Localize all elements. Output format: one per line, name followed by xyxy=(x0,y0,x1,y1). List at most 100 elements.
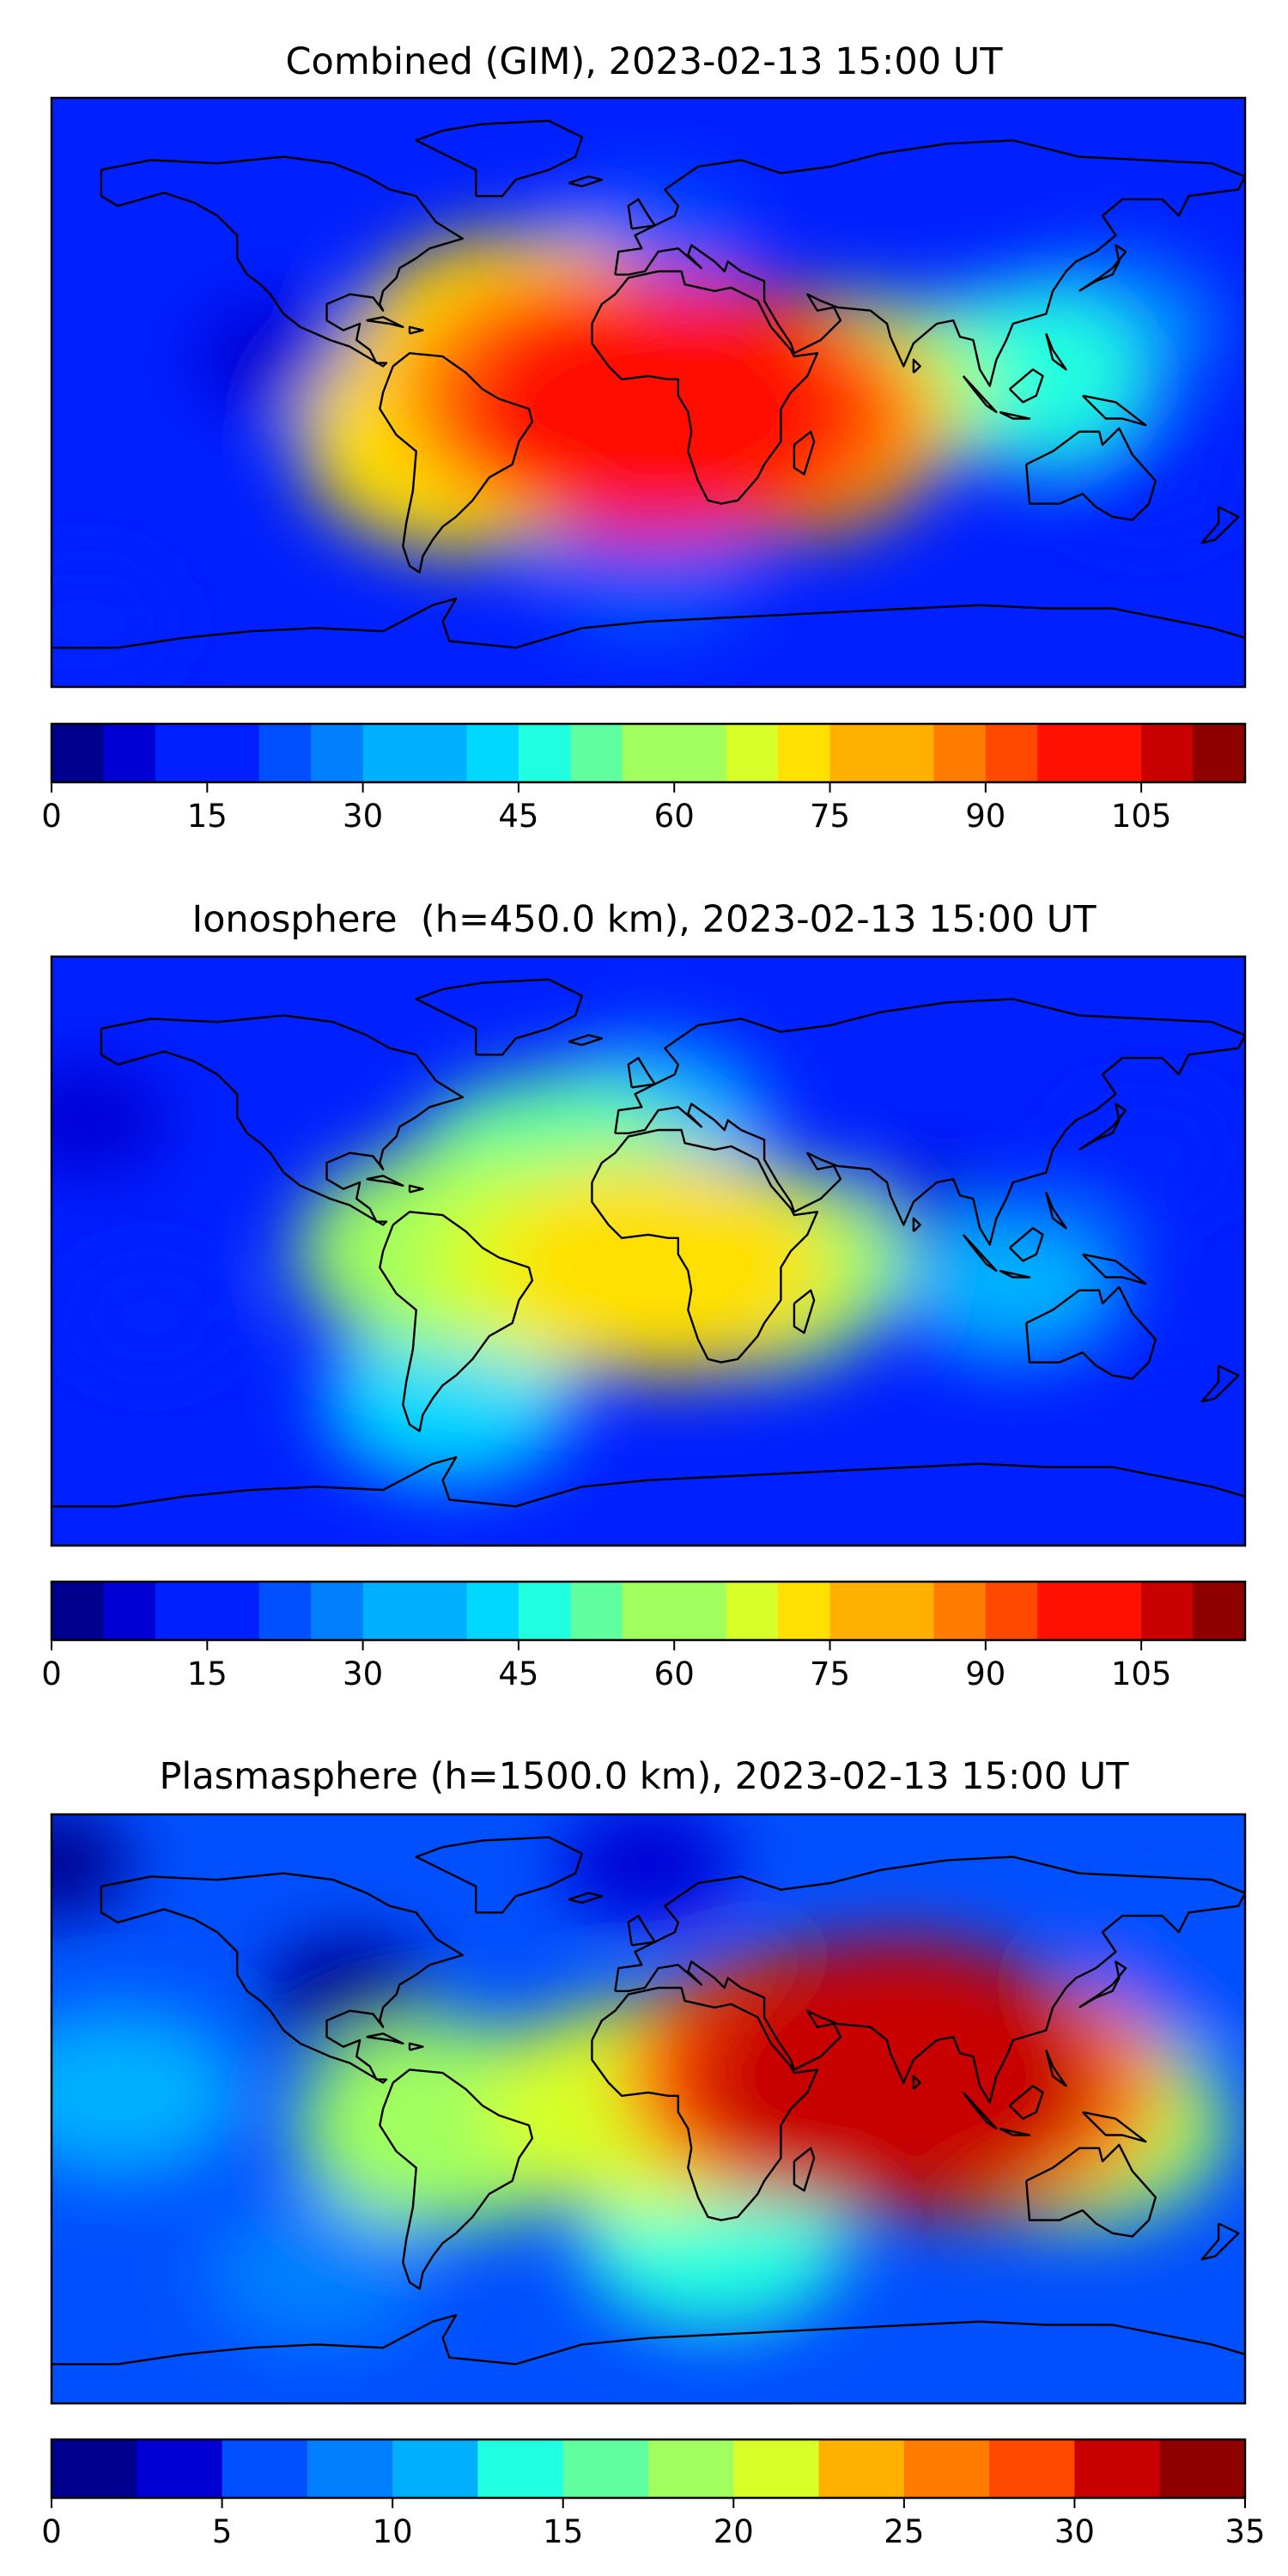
colorbar-tick-label: 75 xyxy=(810,798,850,835)
coastline-southAmerica xyxy=(379,352,534,574)
colorbar-tick-label: 15 xyxy=(543,2513,583,2550)
colorbar-tick-label: 5 xyxy=(212,2513,233,2550)
colorbar-frame xyxy=(50,2438,1247,2500)
field-blob xyxy=(453,279,843,538)
field-blob xyxy=(52,1063,170,1177)
colorbar-bin xyxy=(985,724,1038,782)
field-blob xyxy=(52,558,179,685)
coastline-africa xyxy=(591,270,819,505)
coastline-southAmerica xyxy=(379,1211,534,1432)
colorbar-bin xyxy=(518,1582,571,1640)
colorbar-combined: 0 15 30 45 60 75 90 105 xyxy=(41,722,1247,835)
colorbar-frame xyxy=(50,1580,1247,1642)
colorbar-bin xyxy=(570,1582,623,1640)
colorbar-bin xyxy=(829,724,883,782)
colorbar-bin xyxy=(881,724,934,782)
field-blob xyxy=(52,1814,133,1918)
coastline-japan xyxy=(1078,1103,1127,1151)
coastline-northAmerica xyxy=(100,1014,464,1226)
map-frame-plasmasphere xyxy=(50,1813,1247,2405)
colorbar-tick-label: 90 xyxy=(965,1656,1005,1692)
colorbar-bin xyxy=(903,2439,990,2498)
coastline-northAmerica xyxy=(100,1872,464,2084)
coastlines-ionosphere xyxy=(52,978,1245,1508)
coastline-eurasia xyxy=(614,998,1245,1246)
colorbar-bin xyxy=(726,1582,779,1640)
colorbar-tick-label: 30 xyxy=(343,798,383,835)
colorbar-tick-label: 0 xyxy=(41,1656,62,1692)
coastline-madagascar xyxy=(793,1289,816,1334)
colorbar-bin xyxy=(477,2439,564,2498)
colorbar-bin xyxy=(258,1582,312,1640)
coastline-philippines xyxy=(1045,1191,1067,1230)
colorbar-bin xyxy=(362,724,416,782)
coastline-australia xyxy=(1025,2143,1157,2238)
colorbar-bin xyxy=(155,1582,208,1640)
colorbar-bin xyxy=(52,1582,105,1640)
colorbar-tick-label: 0 xyxy=(41,2513,62,2550)
field-blob xyxy=(898,1207,1127,1360)
colorbar-bin xyxy=(985,1582,1038,1640)
field-blob xyxy=(1053,1091,1238,1215)
coastline-iceland xyxy=(568,1892,604,1905)
field-blob xyxy=(501,1158,829,1377)
colorbar-bin xyxy=(726,724,779,782)
colorbar-bin xyxy=(674,724,727,782)
colorbar-bin xyxy=(415,724,468,782)
coastline-srilanka xyxy=(912,358,921,374)
coastline-newZealand xyxy=(1200,2222,1240,2261)
coastline-cuba xyxy=(366,1175,404,1188)
colorbar-bin xyxy=(466,1582,519,1640)
colorbar-tick-label: 10 xyxy=(373,2513,413,2550)
field-blob xyxy=(558,1814,738,1923)
colorbar-tick-label: 15 xyxy=(187,798,228,835)
colorbar-bin xyxy=(648,2439,734,2498)
colorbar-bin xyxy=(674,1582,727,1640)
panel-title-plasmasphere: Plasmasphere (h=1500.0 km), 2023-02-13 1… xyxy=(159,1755,1129,1798)
coastline-africa xyxy=(591,1986,819,2221)
colorbar-bin xyxy=(989,2439,1076,2498)
coastlines-combined xyxy=(52,119,1245,649)
map-ionosphere xyxy=(52,957,1245,1546)
colorbar-bin xyxy=(392,2439,479,2498)
coastline-indonesia2 xyxy=(999,1269,1031,1279)
coastline-uk xyxy=(627,1056,656,1089)
colorbar-tick-label: 15 xyxy=(187,1656,228,1692)
colorbar-tick-label: 105 xyxy=(1111,798,1172,835)
colorbar-tick-label: 60 xyxy=(654,1656,695,1692)
colorbar-bin xyxy=(1141,724,1194,782)
coastline-cuba2 xyxy=(408,325,424,335)
map-frame-ionosphere xyxy=(50,955,1247,1547)
colorbar-bin xyxy=(818,2439,905,2498)
coastline-srilanka xyxy=(912,1217,921,1232)
colorbar-bin xyxy=(1193,1582,1246,1640)
colorbar-bin xyxy=(415,1582,468,1640)
coastline-indonesia1 xyxy=(962,2092,998,2130)
colorbar-bin xyxy=(155,724,208,782)
coastline-australia xyxy=(1025,1285,1157,1380)
colorbar-ionosphere: 0 15 30 45 60 75 90 105 xyxy=(41,1580,1247,1692)
colorbar-bin xyxy=(1089,724,1142,782)
coastline-antarctica xyxy=(52,1455,1245,1508)
colorbar-bin xyxy=(52,724,105,782)
colorbar-tick-label: 20 xyxy=(714,2513,754,2550)
colorbar-bin xyxy=(1089,1582,1142,1640)
coastline-iceland xyxy=(568,1034,604,1047)
coastlines-plasmasphere xyxy=(52,1836,1245,2366)
colorbar-bin xyxy=(778,724,831,782)
colorbar-bin xyxy=(933,724,987,782)
colorbar-tick-label: 45 xyxy=(498,1656,538,1692)
coastline-cuba2 xyxy=(408,1184,424,1194)
colorbar-tick-label: 60 xyxy=(654,798,695,835)
coastline-greenland xyxy=(415,978,583,1056)
coastline-newGuinea xyxy=(1081,394,1147,427)
coastline-indonesia1 xyxy=(962,1234,998,1273)
coastline-greenland xyxy=(415,1836,583,1914)
coastline-australia xyxy=(1025,427,1157,521)
coastline-japan xyxy=(1078,1960,1127,2008)
coastline-borneo xyxy=(1009,2085,1044,2120)
coastline-cuba xyxy=(366,316,404,328)
coastline-iceland xyxy=(568,175,604,188)
colorbar-bin xyxy=(1074,2439,1161,2498)
